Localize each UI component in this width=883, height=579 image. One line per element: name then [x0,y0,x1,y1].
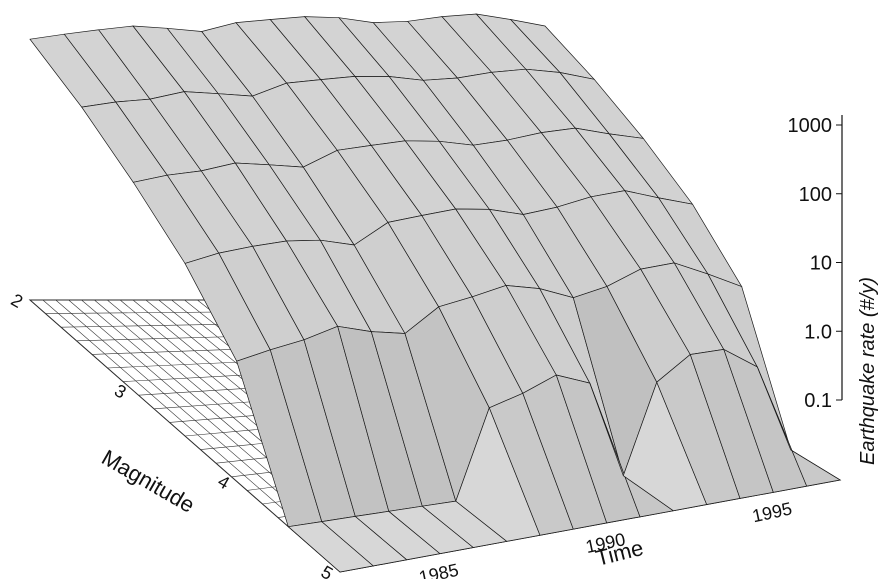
y-tick-label: 2 [8,290,27,312]
z-tick-label: 100 [799,184,832,206]
surface-cell [756,366,841,487]
y-tick-label: 3 [111,380,130,402]
z-axis-title: Earthquake rate (#/y) [857,277,879,465]
z-tick-label: 1000 [788,115,833,137]
y-tick-label: 5 [318,562,337,579]
z-tick-label: 10 [810,253,832,275]
z-tick-label: 1.0 [804,321,832,343]
y-tick-label: 4 [214,471,233,493]
x-tick-label: 1985 [417,560,460,579]
y-axis-title: Magnitude [98,445,199,518]
z-tick-label: 0.1 [804,390,832,412]
x-tick-label: 1995 [750,498,793,526]
surface-mesh [29,13,841,573]
